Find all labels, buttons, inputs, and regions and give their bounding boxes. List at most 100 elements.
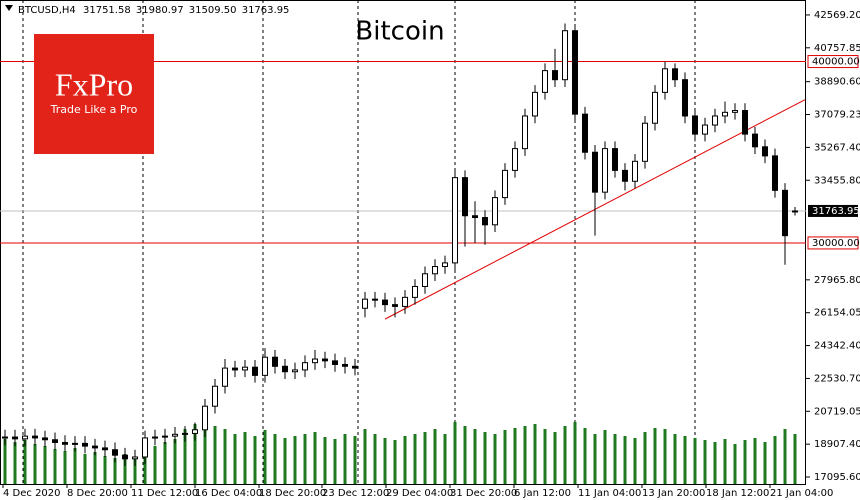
volume-bar <box>493 434 497 484</box>
menu-arrow[interactable] <box>5 5 13 11</box>
volume-bar <box>713 442 717 484</box>
candle-body <box>652 91 658 124</box>
candle-body <box>282 365 288 373</box>
volume-bar <box>633 438 637 484</box>
volume-bar <box>403 436 407 484</box>
logo-tagline: Trade Like a Pro <box>50 103 138 116</box>
x-tick-label: 6 Jan 12:00 <box>514 488 571 499</box>
volume-bar <box>733 444 737 484</box>
candle-body <box>322 358 328 362</box>
candle-body <box>432 266 438 275</box>
volume-bar <box>203 422 207 484</box>
volume-bar <box>513 428 517 484</box>
volume-bar <box>663 429 667 484</box>
volume-bar <box>313 432 317 484</box>
candle-body <box>152 436 158 439</box>
x-tick-label: 13 Jan 20:00 <box>642 488 705 499</box>
level-label-box <box>807 236 859 250</box>
volume-bar <box>743 440 747 484</box>
current-price-label: 31763.95 <box>812 206 860 217</box>
volume-bar <box>113 458 117 484</box>
volume-bar <box>223 429 227 484</box>
candle-body <box>482 217 488 226</box>
volume-bar <box>253 436 257 484</box>
candle-body <box>72 442 78 445</box>
candle-body <box>552 70 558 81</box>
volume-bar <box>183 429 187 484</box>
volume-bar <box>543 429 547 484</box>
volume-bar <box>83 454 87 484</box>
candle-body <box>52 439 58 443</box>
candle-body <box>502 169 508 199</box>
candle-body <box>642 122 648 162</box>
candle-body <box>232 367 238 371</box>
candle-body <box>682 79 688 117</box>
candle-body <box>112 449 118 456</box>
candle-body <box>792 210 798 213</box>
volume-bar <box>423 432 427 484</box>
candle-body <box>772 155 778 191</box>
volume-bar <box>363 429 367 484</box>
candle-body <box>362 298 368 309</box>
volume-bar <box>383 438 387 484</box>
volume-bar <box>173 439 177 484</box>
volume-bar <box>783 429 787 484</box>
quote: 31763.95 <box>242 5 290 16</box>
logo-box <box>34 34 154 154</box>
candle-body <box>572 30 578 115</box>
volume-bar <box>343 434 347 484</box>
candle-body <box>442 262 448 268</box>
candle-body <box>412 285 418 298</box>
candle-body <box>522 115 528 150</box>
volume-bar <box>723 439 727 484</box>
candle-body <box>732 110 738 113</box>
candle-body <box>602 148 608 193</box>
x-tick-label: 16 Dec 04:00 <box>195 488 262 499</box>
candle-body <box>192 429 198 434</box>
symbol: BTCUSD,H4 <box>18 5 76 16</box>
candle-body <box>252 366 258 376</box>
candle-body <box>532 91 538 117</box>
level-label: 30000.00 <box>812 238 860 249</box>
y-tick-label: 27965.80 <box>814 275 860 286</box>
candle-body <box>542 70 548 93</box>
volume-bar <box>33 444 37 484</box>
candle-body <box>492 197 498 226</box>
volume-bar <box>673 434 677 484</box>
y-tick-label: 42569.20 <box>814 10 860 21</box>
candle-body <box>762 146 768 157</box>
candle-body <box>582 113 588 153</box>
volume-bar <box>53 449 57 484</box>
candle-body <box>742 110 748 135</box>
x-tick-label: 31 Dec 20:00 <box>450 488 517 499</box>
candle-body <box>142 437 148 458</box>
candle-body <box>702 124 708 135</box>
candle-body <box>162 435 168 438</box>
x-tick-label: 4 Dec 2020 <box>3 488 61 499</box>
candle-body <box>692 115 698 135</box>
quote: 31509.50 <box>189 5 237 16</box>
candle-body <box>662 68 668 93</box>
volume-bar <box>283 438 287 484</box>
volume-bar <box>473 429 477 484</box>
y-tick-label: 37079.23 <box>814 110 860 121</box>
y-tick-label: 33455.80 <box>814 175 860 186</box>
candle-body <box>312 358 318 364</box>
candle-body <box>722 111 728 117</box>
candle-body <box>242 366 248 371</box>
volume-bar <box>43 446 47 484</box>
chart-header: BTCUSD,H4 31751.58 31980.97 31509.50 317… <box>18 5 289 16</box>
candle-body <box>452 177 458 264</box>
volume-bar <box>553 432 557 484</box>
volume-bar <box>563 426 567 484</box>
volume-bar <box>793 434 797 484</box>
volume-bar <box>233 434 237 484</box>
volume-bar <box>63 451 67 484</box>
logo-brand: FxPro <box>55 66 133 102</box>
volume-bar <box>193 424 197 484</box>
volume-bar <box>13 442 17 484</box>
candle-body <box>222 367 228 387</box>
volume-bar <box>373 434 377 484</box>
volume-bar <box>443 434 447 484</box>
candle-body <box>562 30 568 81</box>
